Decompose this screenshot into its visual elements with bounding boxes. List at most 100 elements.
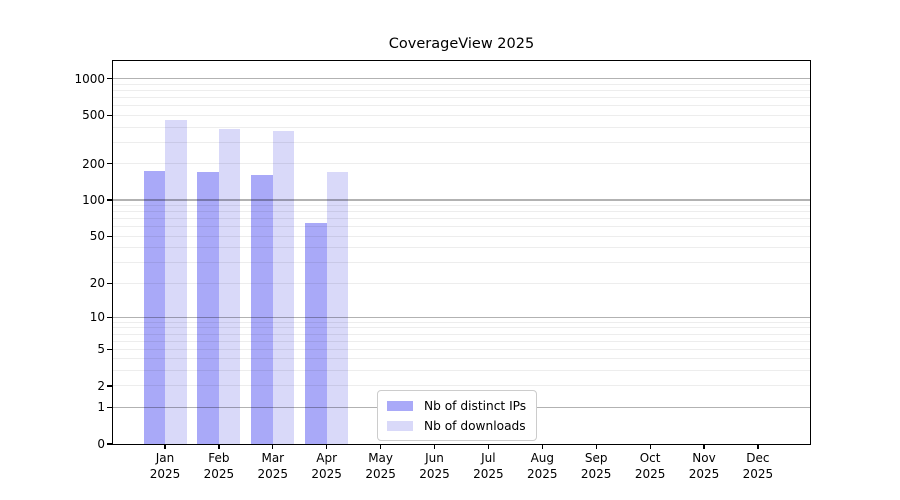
x-tick-month: Mar (261, 451, 285, 465)
bar-downloads-mar (272, 130, 295, 444)
x-tick-label-dec: Dec 2025 (726, 451, 790, 482)
x-tick-mark (703, 444, 705, 449)
x-tick-label-apr: Apr 2025 (295, 451, 359, 482)
x-tick-month: Sep (584, 451, 608, 465)
minor-gridline (113, 163, 810, 165)
major-gridline (113, 78, 810, 80)
major-gridline (113, 316, 810, 318)
x-tick-month: Aug (530, 451, 555, 465)
x-tick-year: 2025 (742, 466, 774, 481)
x-tick-month: Dec (746, 451, 770, 465)
x-tick-label-may: May 2025 (349, 451, 413, 482)
y-tick-label: 5 (97, 342, 105, 357)
x-tick-label-jul: Jul 2025 (456, 451, 520, 482)
x-tick-year: 2025 (473, 466, 504, 481)
bar-downloads-jan (165, 119, 187, 444)
x-tick-mark (433, 444, 436, 449)
x-tick-year: 2025 (580, 466, 612, 481)
x-tick-year: 2025 (527, 466, 558, 481)
x-tick-year: 2025 (634, 466, 666, 481)
legend-row: Nb of downloads (387, 417, 526, 434)
minor-gridline (113, 247, 810, 249)
x-tick-year: 2025 (149, 466, 181, 481)
minor-gridline (113, 348, 810, 350)
x-tick-label-nov: Nov 2025 (672, 451, 736, 482)
y-tick-label: 200 (82, 156, 105, 171)
y-tick-label: 0 (97, 437, 105, 451)
y-tick-label: 1 (97, 400, 105, 415)
minor-gridline (113, 262, 810, 263)
minor-gridline (113, 105, 810, 107)
x-tick-year: 2025 (419, 466, 450, 481)
x-tick-mark (757, 444, 759, 449)
x-tick-label-sep: Sep 2025 (564, 451, 628, 482)
bar-ips-mar (251, 174, 273, 444)
x-tick-month: Jan (155, 451, 175, 465)
minor-gridline (113, 385, 810, 387)
legend-swatch (387, 400, 413, 411)
bar-ips-feb (197, 172, 219, 444)
minor-gridline (113, 211, 810, 213)
minor-gridline (113, 321, 810, 323)
y-tick-label: 500 (82, 108, 105, 123)
bar-downloads-feb (218, 128, 241, 444)
x-tick-month: Oct (639, 451, 661, 465)
x-tick-month: Apr (316, 451, 338, 465)
legend-label: Nb of downloads (424, 418, 526, 433)
minor-gridline (113, 235, 810, 237)
x-tick-year: 2025 (688, 466, 720, 481)
minor-gridline (113, 370, 810, 372)
x-tick-mark (218, 444, 220, 449)
x-tick-month: Feb (208, 451, 230, 465)
x-tick-mark (164, 444, 166, 449)
y-tick-label: 50 (89, 229, 105, 244)
minor-gridline (113, 282, 810, 284)
y-tick-label: 10 (89, 310, 105, 325)
legend-row: Nb of distinct IPs (387, 397, 526, 414)
x-tick-mark (487, 444, 490, 449)
y-tick-label: 20 (89, 276, 105, 291)
minor-gridline (113, 205, 810, 206)
y-tick-label: 1000 (74, 71, 105, 86)
x-tick-mark (326, 444, 328, 449)
y-tick-label: 100 (82, 193, 105, 207)
x-tick-month: Jul (481, 451, 496, 465)
x-tick-mark (595, 444, 597, 449)
minor-gridline (113, 226, 810, 228)
x-tick-label-mar: Mar 2025 (241, 451, 305, 482)
x-tick-mark (380, 444, 382, 449)
x-tick-year: 2025 (257, 466, 289, 481)
minor-gridline (113, 333, 810, 335)
x-tick-mark (541, 444, 543, 449)
minor-gridline (113, 83, 810, 85)
x-tick-label-jan: Jan 2025 (133, 451, 197, 482)
x-tick-month: May (368, 451, 393, 465)
x-tick-mark (272, 444, 274, 449)
bar-ips-jan (143, 171, 165, 444)
minor-gridline (113, 358, 810, 360)
x-tick-label-oct: Oct 2025 (618, 451, 682, 482)
x-tick-year: 2025 (311, 466, 342, 481)
x-tick-label-aug: Aug 2025 (510, 451, 574, 482)
minor-gridline (113, 327, 810, 329)
minor-gridline (113, 90, 810, 92)
y-tick-label: 2 (97, 378, 105, 393)
legend: Nb of distinct IPs Nb of downloads (377, 390, 538, 441)
x-tick-year: 2025 (203, 466, 235, 481)
minor-gridline (113, 97, 810, 99)
minor-gridline (113, 340, 810, 342)
chart-title: CoverageView 2025 (388, 36, 535, 52)
x-tick-month: Nov (692, 451, 716, 465)
minor-gridline (113, 126, 810, 128)
minor-gridline (113, 218, 810, 220)
bar-downloads-apr (326, 171, 349, 444)
bar-ips-apr (305, 223, 327, 444)
x-tick-label-jun: Jun 2025 (403, 451, 467, 482)
x-tick-month: Jun (425, 451, 444, 465)
x-tick-label-feb: Feb 2025 (187, 451, 251, 482)
minor-gridline (113, 114, 810, 116)
major-gridline (113, 199, 810, 201)
legend-swatch (387, 420, 413, 431)
x-tick-mark (649, 444, 651, 449)
